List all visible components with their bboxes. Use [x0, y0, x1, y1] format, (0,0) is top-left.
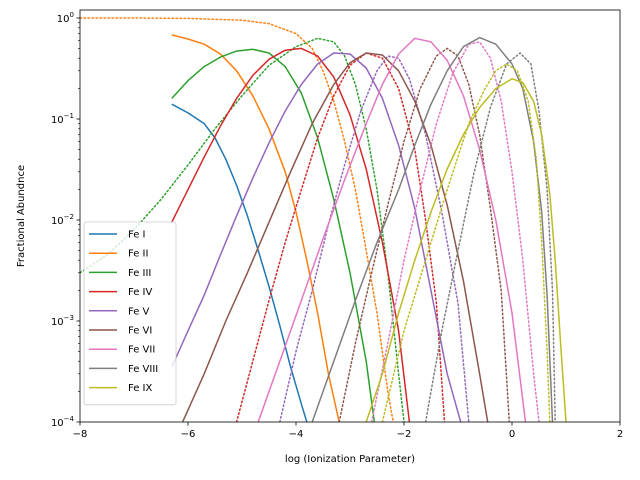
series-fe-iii-dotted-line [80, 37, 405, 422]
x-tick-label: −4 [289, 429, 304, 440]
y-axis: 10−4 10−3 10−2 10−1 100 [51, 11, 80, 429]
series-fe-i-solid-line [171, 103, 308, 422]
legend-frame [83, 221, 177, 406]
series-fe-vii-dotted-line [370, 41, 540, 422]
series-fe-ii-solid-line [171, 34, 340, 422]
series-fe-iv-dotted-line [235, 52, 446, 422]
x-tick-label: 2 [617, 429, 623, 440]
legend-label-fe-v: Fe V [128, 306, 150, 317]
series-fe-iv-solid-line [171, 47, 411, 422]
legend-label-fe-vi: Fe VI [128, 326, 152, 337]
legend: Fe I Fe II Fe III Fe IV Fe V Fe VI Fe VII Fe VI… [83, 221, 177, 406]
series-fe-v-solid-line [171, 52, 462, 422]
x-tick-label: −2 [397, 429, 412, 440]
series-fe-ix-solid-line [365, 78, 567, 422]
y-tick-label: 10−3 [51, 314, 74, 328]
x-tick-label: 0 [509, 429, 515, 440]
x-tick-label: −6 [181, 429, 196, 440]
series-lines [80, 17, 567, 422]
legend-label-fe-i: Fe I [128, 230, 146, 241]
series-fe-ii-dotted-line [80, 17, 394, 422]
series-fe-vii-solid-line [257, 37, 527, 422]
y-tick-label: 10−1 [51, 112, 74, 126]
y-tick-label: 100 [57, 11, 74, 25]
legend-label-fe-vii: Fe VII [128, 345, 155, 356]
y-axis-label: Fractional Abundnce [16, 165, 27, 267]
x-axis: −8 −6 −4 −2 0 2 [73, 422, 623, 440]
legend-label-fe-ii: Fe II [128, 249, 148, 260]
series-fe-v-dotted-line [279, 55, 470, 422]
series-fe-vi-solid-line [181, 52, 489, 422]
y-tick-label: 10−4 [51, 415, 75, 429]
plot-frame [79, 9, 621, 423]
legend-label-fe-viii: Fe VIII [128, 364, 158, 375]
series-fe-ix-dotted-line [381, 63, 551, 422]
y-tick-label: 10−2 [51, 213, 74, 227]
legend-label-fe-iv: Fe IV [128, 287, 152, 298]
series-fe-vi-dotted-line [338, 47, 511, 422]
legend-label-fe-iii: Fe III [128, 268, 151, 279]
series-fe-viii-dotted-line [424, 52, 556, 422]
x-tick-label: −8 [73, 429, 88, 440]
x-axis-label: log (Ionization Parameter) [285, 454, 415, 465]
legend-label-fe-ix: Fe IX [128, 383, 152, 394]
